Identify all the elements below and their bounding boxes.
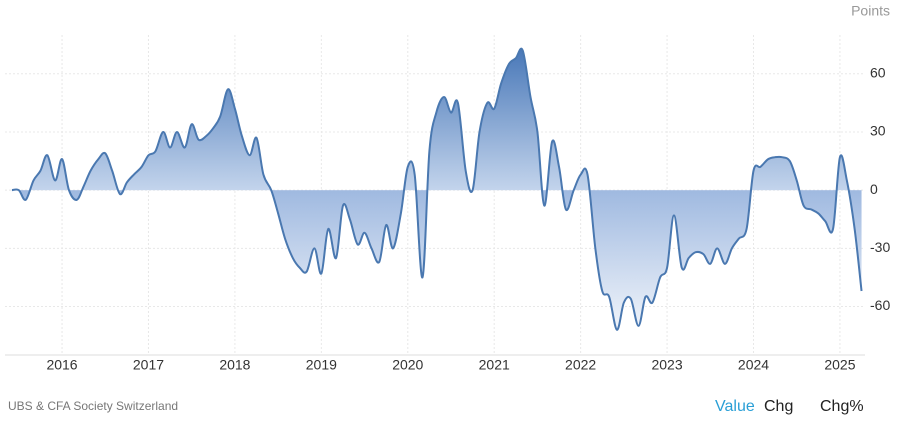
x-tick-label: 2017 bbox=[133, 357, 164, 373]
y-axis-label: Points bbox=[851, 3, 890, 19]
source: UBS & CFA Society Switzerland bbox=[8, 399, 178, 413]
tab[interactable]: Chg% bbox=[820, 398, 864, 415]
x-tick-label: 2022 bbox=[565, 357, 596, 373]
x-tick-label: 2021 bbox=[479, 357, 510, 373]
x-tick-label: 2016 bbox=[46, 357, 77, 373]
y-tick-label: 60 bbox=[870, 64, 886, 80]
x-tick-label: 2019 bbox=[306, 357, 337, 373]
y-tick-label: 0 bbox=[870, 181, 878, 197]
y-tick-label: 30 bbox=[870, 123, 886, 139]
x-tick-label: 2024 bbox=[738, 357, 769, 373]
x-tick-label: 2023 bbox=[651, 357, 682, 373]
x-tick-label: 2025 bbox=[824, 357, 855, 373]
y-tick-label: -60 bbox=[870, 297, 890, 313]
y-tick-label: -30 bbox=[870, 239, 890, 255]
line bbox=[11, 47, 863, 331]
tab[interactable]: Chg bbox=[764, 398, 793, 415]
tab[interactable]: Value bbox=[715, 398, 755, 415]
x-tick-label: 2020 bbox=[392, 357, 423, 373]
x-tick-label: 2018 bbox=[219, 357, 250, 373]
area-positive bbox=[11, 48, 849, 191]
area-negative bbox=[11, 190, 862, 330]
